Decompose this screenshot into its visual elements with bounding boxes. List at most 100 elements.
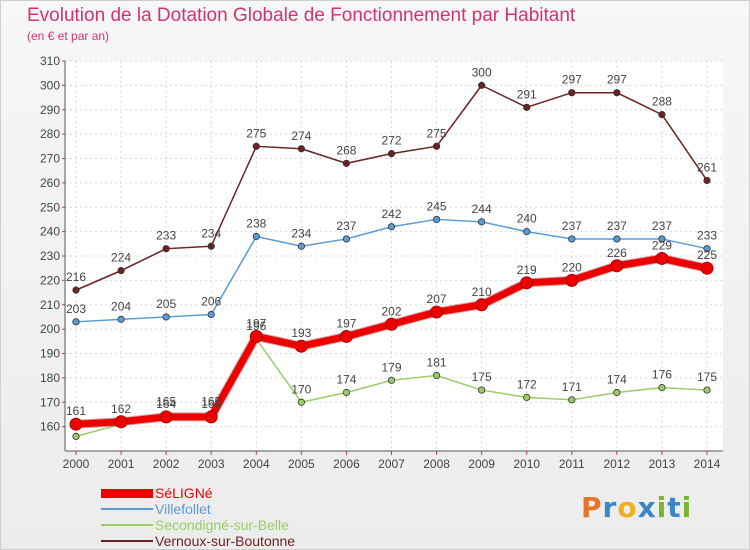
data-label-villefollet: 234 (291, 226, 311, 240)
data-label-villefollet: 206 (201, 295, 221, 309)
x-tick-label: 2012 (604, 457, 631, 471)
data-point-vernoux-sur-boutonne (117, 267, 125, 275)
data-point-seligne (69, 417, 83, 431)
y-tick-label: 260 (40, 176, 60, 190)
y-tick-label: 240 (40, 225, 60, 239)
legend-swatch-secondigne-sur-belle (101, 524, 153, 526)
data-point-villefollet (703, 245, 711, 253)
legend-label-vernoux-sur-boutonne: Vernoux-sur-Boutonne (155, 533, 296, 549)
data-label-seligne: 197 (336, 316, 356, 330)
data-label-villefollet: 237 (607, 219, 627, 233)
data-point-seligne (294, 339, 308, 353)
data-point-villefollet (478, 218, 486, 226)
data-label-secondigne-sur-belle: 165 (201, 394, 221, 408)
y-tick-label: 200 (40, 322, 60, 336)
legend-swatch-seligne (101, 488, 153, 498)
data-label-seligne: 193 (291, 326, 311, 340)
data-label-vernoux-sur-boutonne: 291 (517, 87, 537, 101)
data-label-villefollet: 242 (381, 207, 401, 221)
data-point-seligne (700, 261, 714, 275)
data-point-villefollet (72, 318, 80, 326)
data-label-vernoux-sur-boutonne: 233 (156, 229, 176, 243)
data-point-seligne (565, 273, 579, 287)
data-label-seligne: 229 (652, 238, 672, 252)
data-point-secondigne-sur-belle (613, 388, 621, 397)
data-label-vernoux-sur-boutonne: 288 (652, 95, 672, 109)
plot-area (65, 61, 723, 451)
legend-swatch-vernoux-sur-boutonne (101, 540, 153, 542)
data-point-villefollet (387, 223, 396, 231)
legend-swatch-villefollet (101, 508, 153, 510)
data-point-seligne (610, 259, 624, 273)
data-label-secondigne-sur-belle: 175 (472, 370, 492, 384)
logo-letter: i (656, 491, 668, 524)
data-point-seligne (520, 276, 534, 290)
data-point-secondigne-sur-belle (432, 371, 441, 380)
y-tick-label: 310 (40, 54, 60, 68)
x-tick-label: 2010 (513, 457, 540, 471)
data-point-secondigne-sur-belle (568, 396, 576, 404)
data-point-villefollet (207, 310, 215, 319)
data-point-secondigne-sur-belle (297, 398, 305, 406)
data-point-vernoux-sur-boutonne (478, 81, 486, 89)
data-label-villefollet: 240 (517, 212, 537, 226)
data-point-villefollet (523, 228, 531, 236)
data-point-secondigne-sur-belle (478, 386, 486, 394)
data-label-seligne: 162 (111, 402, 131, 416)
data-label-villefollet: 245 (427, 199, 447, 213)
data-label-vernoux-sur-boutonne: 272 (381, 134, 401, 148)
data-label-secondigne-sur-belle: 176 (652, 368, 672, 382)
y-tick-label: 170 (40, 395, 60, 409)
data-label-vernoux-sur-boutonne: 268 (336, 143, 356, 157)
data-label-seligne: 207 (427, 292, 447, 306)
data-label-vernoux-sur-boutonne: 275 (427, 126, 447, 140)
x-tick-label: 2009 (468, 457, 495, 471)
data-label-secondigne-sur-belle: 172 (517, 377, 537, 391)
y-tick-label: 250 (40, 200, 60, 214)
logo-letter: P (581, 491, 603, 524)
data-label-secondigne-sur-belle: 181 (427, 355, 447, 369)
x-tick-label: 2014 (694, 457, 721, 471)
data-point-secondigne-sur-belle (387, 376, 396, 384)
data-point-secondigne-sur-belle (342, 388, 351, 397)
x-tick-label: 2002 (153, 457, 180, 471)
data-label-secondigne-sur-belle: 174 (336, 373, 356, 387)
data-label-villefollet: 205 (156, 297, 176, 311)
data-point-villefollet (568, 235, 576, 243)
data-label-villefollet: 244 (472, 202, 492, 216)
data-point-vernoux-sur-boutonne (252, 142, 260, 150)
proxiti-logo: Proxiti (581, 491, 692, 524)
data-point-vernoux-sur-boutonne (613, 89, 621, 97)
y-tick-label: 180 (40, 371, 60, 385)
data-point-seligne (385, 317, 398, 331)
data-label-secondigne-sur-belle: 174 (607, 373, 627, 387)
data-point-seligne (114, 415, 128, 429)
data-point-vernoux-sur-boutonne (72, 286, 80, 294)
data-label-seligne: 202 (381, 304, 401, 318)
y-tick-label: 190 (40, 347, 60, 361)
data-point-seligne (655, 251, 669, 265)
data-label-vernoux-sur-boutonne: 234 (201, 226, 221, 240)
legend-label-seligne: SéLIGNé (155, 485, 213, 501)
data-label-seligne: 164 (201, 397, 221, 411)
data-label-vernoux-sur-boutonne: 274 (291, 129, 311, 143)
data-point-villefollet (297, 242, 305, 250)
logo-letter: r (602, 491, 618, 524)
x-tick-label: 2008 (423, 457, 450, 471)
data-label-vernoux-sur-boutonne: 297 (562, 73, 582, 87)
x-tick-label: 2003 (198, 457, 225, 471)
data-point-villefollet (252, 232, 260, 241)
legend-label-villefollet: Villefollet (155, 501, 211, 517)
x-tick-label: 2006 (333, 457, 360, 471)
logo-letter: i (681, 491, 693, 524)
data-label-seligne: 225 (697, 248, 717, 262)
data-label-villefollet: 237 (652, 219, 672, 233)
y-tick-label: 210 (40, 298, 60, 312)
data-label-villefollet: 203 (66, 302, 86, 316)
data-label-villefollet: 237 (336, 219, 356, 233)
data-label-seligne: 226 (607, 246, 627, 260)
data-label-seligne: 219 (517, 263, 537, 277)
line-chart: 160 170 180 190 200 210 220 230 240 250 260 270 280 2… (40, 54, 723, 471)
data-point-vernoux-sur-boutonne (342, 159, 351, 167)
data-point-seligne (204, 410, 218, 424)
